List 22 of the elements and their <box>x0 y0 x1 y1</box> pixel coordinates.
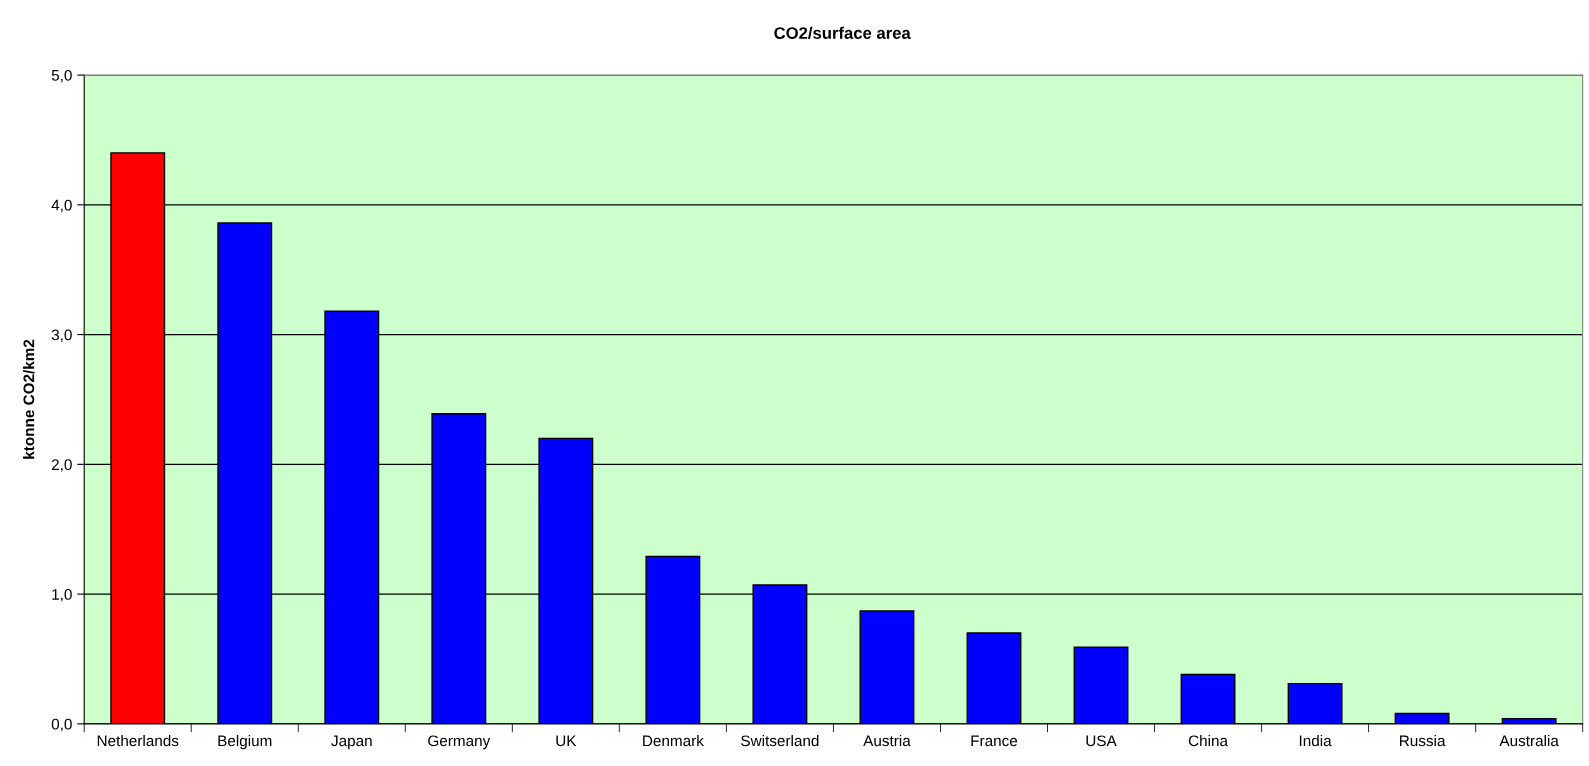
x-tick-label: Japan <box>331 735 372 750</box>
x-tick-label: Austria <box>863 734 911 747</box>
y-tick-label: 2,0 <box>51 459 72 472</box>
y-tick-label: 5,0 <box>51 69 72 83</box>
y-axis-title: ktonne CO2/km2 <box>23 339 35 459</box>
x-tick-label: Switserland <box>741 734 819 747</box>
y-tick-label: 1,0 <box>52 588 72 602</box>
chart-title: CO2/surface area <box>774 26 911 40</box>
x-tick-label: Australia <box>1499 734 1559 747</box>
x-tick-label: France <box>971 735 1018 747</box>
y-tick-label: 4,0 <box>51 199 72 213</box>
x-tick-label: Netherlands <box>97 734 179 747</box>
x-tick-label: Belgium <box>218 734 272 750</box>
x-tick-label: China <box>1188 734 1228 747</box>
y-tick-label: 3,0 <box>51 329 72 343</box>
x-tick-label: Russia <box>1400 734 1446 747</box>
x-tick-label: UK <box>556 735 577 747</box>
x-tick-label: India <box>1299 734 1332 747</box>
x-tick-label: Germany <box>428 735 491 750</box>
x-tick-label: Denmark <box>643 734 704 747</box>
x-tick-label: USA <box>1086 735 1117 747</box>
y-tick-label: 0,0 <box>51 718 72 732</box>
